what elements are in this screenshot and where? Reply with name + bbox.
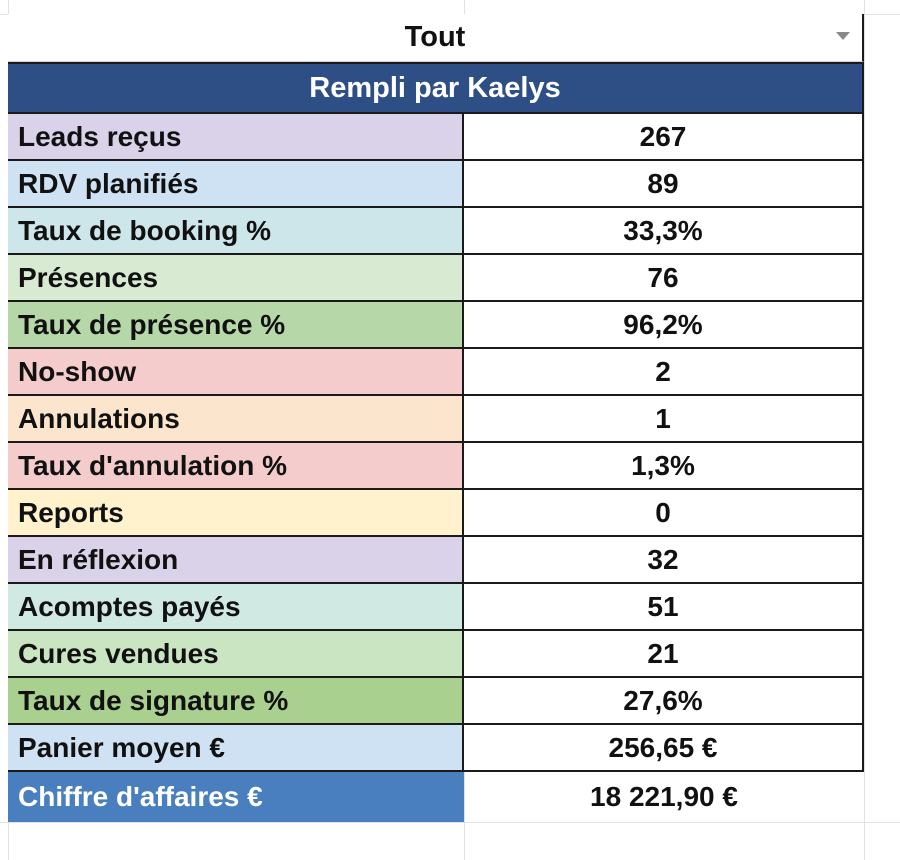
- row-value[interactable]: 1,3%: [464, 443, 864, 488]
- table-row: Présences 76: [8, 255, 864, 302]
- summary-table: Tout Rempli par Kaelys Leads reçus 267 RDV…: [8, 14, 864, 822]
- table-row: Taux de présence % 96,2%: [8, 302, 864, 349]
- row-label[interactable]: Taux de présence %: [8, 302, 464, 347]
- row-value[interactable]: 27,6%: [464, 678, 864, 723]
- row-value[interactable]: 76: [464, 255, 864, 300]
- row-label[interactable]: En réflexion: [8, 537, 464, 582]
- row-label[interactable]: Leads reçus: [8, 114, 464, 159]
- row-label[interactable]: RDV planifiés: [8, 161, 464, 206]
- total-row: Chiffre d'affaires € 18 221,90 €: [8, 772, 864, 822]
- table-body: Leads reçus 267 RDV planifiés 89 Taux de boo…: [8, 114, 864, 772]
- total-value[interactable]: 18 221,90 €: [590, 781, 738, 812]
- row-value[interactable]: 267: [464, 114, 864, 159]
- row-value[interactable]: 2: [464, 349, 864, 394]
- row-value[interactable]: 256,65 €: [464, 725, 864, 770]
- table-row: Taux de booking % 33,3%: [8, 208, 864, 255]
- row-label[interactable]: Reports: [8, 490, 464, 535]
- row-label[interactable]: Taux d'annulation %: [8, 443, 464, 488]
- table-row: Panier moyen €256,65 €: [8, 725, 864, 772]
- table-row: Reports 0: [8, 490, 864, 537]
- row-value[interactable]: 32: [464, 537, 864, 582]
- row-value[interactable]: 0: [464, 490, 864, 535]
- table-row: Taux d'annulation % 1,3%: [8, 443, 864, 490]
- row-value[interactable]: 51: [464, 584, 864, 629]
- row-value[interactable]: 33,3%: [464, 208, 864, 253]
- row-value[interactable]: 1: [464, 396, 864, 441]
- table-row: Cures vendues 21: [8, 631, 864, 678]
- row-label[interactable]: Panier moyen €: [8, 725, 464, 770]
- table-row: Taux de signature % 27,6%: [8, 678, 864, 725]
- table-row: En réflexion 32: [8, 537, 864, 584]
- dropdown-arrow-icon[interactable]: [836, 32, 850, 40]
- row-label[interactable]: Taux de signature %: [8, 678, 464, 723]
- table-header-title: Rempli par Kaelys: [309, 71, 561, 104]
- table-header: Rempli par Kaelys: [8, 62, 864, 114]
- row-label[interactable]: Présences: [8, 255, 464, 300]
- filter-value: Tout: [404, 21, 466, 53]
- row-value[interactable]: 96,2%: [464, 302, 864, 347]
- row-label[interactable]: Acomptes payés: [8, 584, 464, 629]
- table-row: Annulations 1: [8, 396, 864, 443]
- table-row: RDV planifiés 89: [8, 161, 864, 208]
- table-row: Leads reçus 267: [8, 114, 864, 161]
- row-label[interactable]: Annulations: [8, 396, 464, 441]
- row-label[interactable]: Taux de booking %: [8, 208, 464, 253]
- filter-dropdown[interactable]: Tout: [8, 14, 864, 62]
- row-label[interactable]: Cures vendues: [8, 631, 464, 676]
- row-label[interactable]: No-show: [8, 349, 464, 394]
- row-value[interactable]: 89: [464, 161, 864, 206]
- total-label[interactable]: Chiffre d'affaires €: [8, 772, 464, 822]
- table-row: No-show 2: [8, 349, 864, 396]
- table-row: Acomptes payés 51: [8, 584, 864, 631]
- row-value[interactable]: 21: [464, 631, 864, 676]
